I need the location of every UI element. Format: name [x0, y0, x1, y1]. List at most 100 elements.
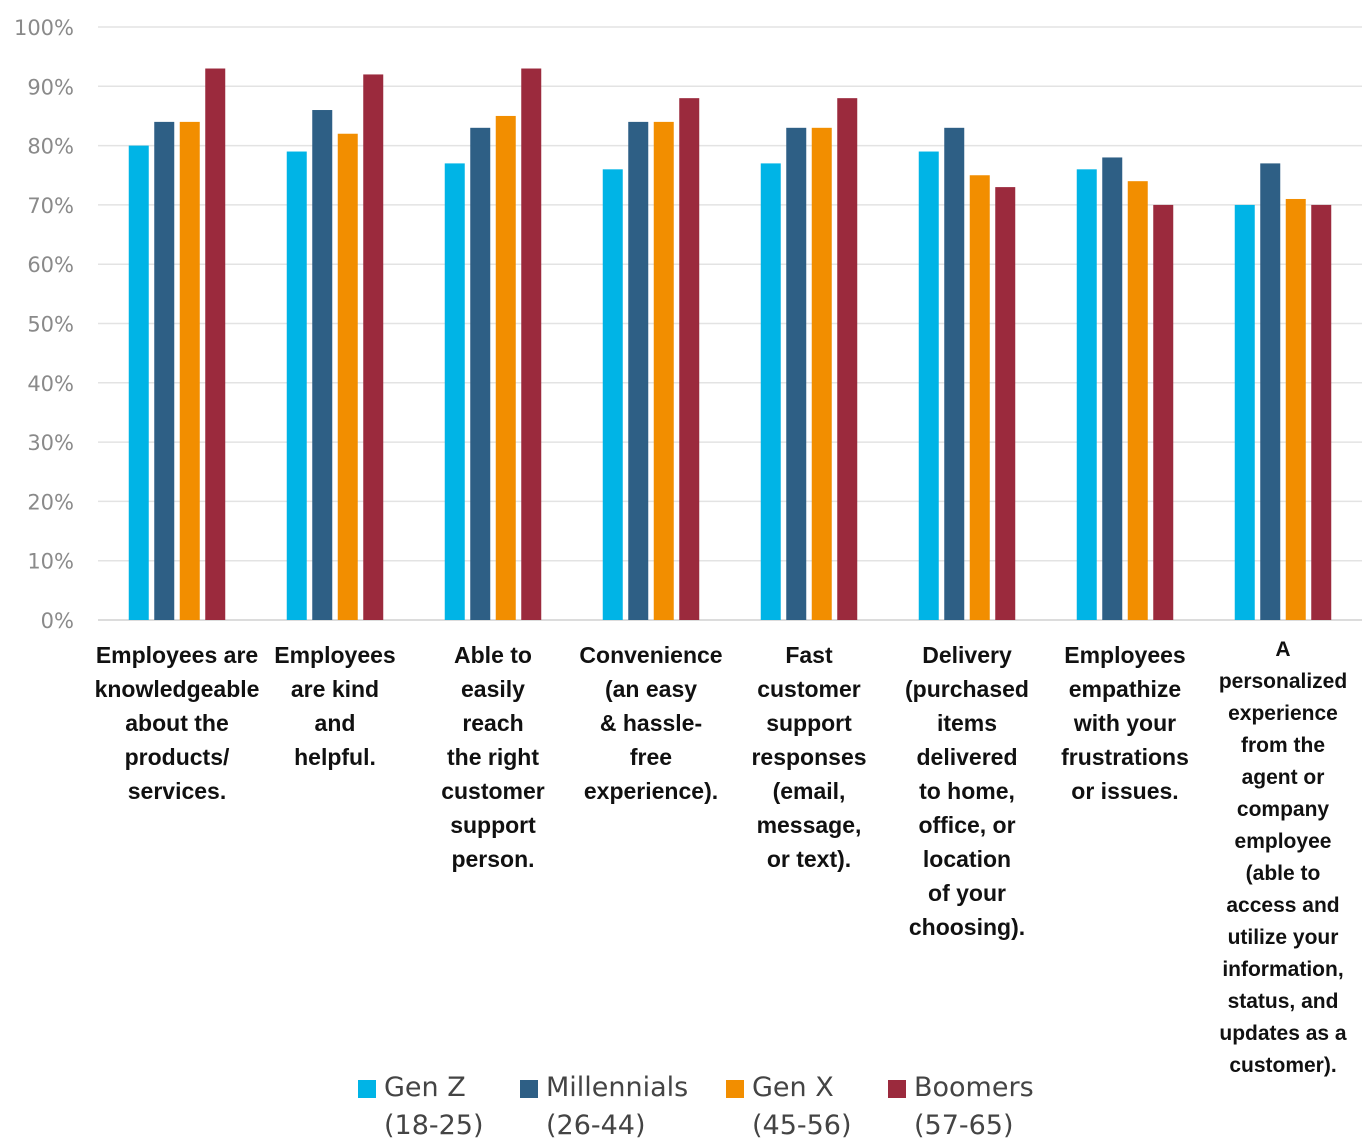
- x-category-label-line: Employees are: [95, 642, 259, 668]
- y-tick-label: 60%: [27, 253, 74, 277]
- legend-label-line: (18-25): [384, 1110, 484, 1141]
- bar: [128, 145, 149, 620]
- y-tick-label: 20%: [27, 490, 74, 514]
- legend-label-line: Boomers: [914, 1072, 1034, 1103]
- y-tick-label: 30%: [27, 431, 74, 455]
- bar: [995, 187, 1016, 621]
- x-category-label-line: information,: [1222, 958, 1344, 981]
- x-category-label: Convenience (an easy & hassle-free experien…: [566, 638, 736, 808]
- bar: [1234, 204, 1255, 620]
- legend-label: Boomers (57-65): [914, 1069, 1034, 1145]
- x-category-label-line: personalized: [1218, 670, 1348, 693]
- x-category-label-line: company: [1236, 798, 1330, 821]
- bar: [628, 121, 649, 620]
- legend-label-line: (45-56): [752, 1110, 852, 1141]
- legend-label: Gen X (45-56): [752, 1069, 852, 1145]
- bar: [154, 121, 175, 620]
- y-tick-label: 40%: [27, 372, 74, 396]
- x-category-label-line: message,: [756, 812, 862, 838]
- y-tick-label: 10%: [27, 550, 74, 574]
- legend-swatch: [726, 1080, 744, 1098]
- bar: [602, 169, 623, 620]
- bar: [918, 151, 939, 620]
- x-category-label-line: customer).: [1229, 1054, 1337, 1077]
- x-category-label-line: employee: [1234, 830, 1332, 853]
- legend-label-line: (57-65): [914, 1110, 1014, 1141]
- x-category-label-line: experience: [1228, 702, 1338, 725]
- x-category-label-line: customer: [441, 778, 545, 804]
- x-category-label-line: about the: [125, 710, 229, 736]
- x-category-label: Employees are knowledgeable about the produ…: [92, 638, 262, 808]
- x-category-label: Employees empathize with your frustrations o…: [1040, 638, 1210, 808]
- x-category-label-line: office, or: [918, 812, 1016, 838]
- x-category-label-line: the right: [447, 744, 539, 770]
- x-category-label-line: empathize: [1068, 676, 1182, 702]
- bar: [286, 151, 307, 620]
- legend-label-line: Millennials: [546, 1072, 689, 1103]
- bar: [495, 115, 516, 620]
- bar: [1260, 163, 1281, 620]
- x-category-label-line: easily: [461, 676, 525, 702]
- x-category-label-line: experience).: [583, 778, 719, 804]
- y-tick-label: 100%: [14, 16, 74, 40]
- x-category-label-line: and: [314, 710, 356, 736]
- x-category-label-line: (an easy: [604, 676, 698, 702]
- bar: [786, 127, 807, 620]
- x-category-label-line: support: [450, 812, 536, 838]
- x-category-label-line: services.: [127, 778, 227, 804]
- legend-label-line: Gen X: [752, 1072, 834, 1103]
- x-category-label-line: products/: [124, 744, 230, 770]
- bar: [470, 127, 491, 620]
- x-category-label-line: (purchased: [905, 676, 1029, 702]
- x-category-label-line: Fast: [785, 642, 833, 668]
- x-category-label-line: responses: [751, 744, 867, 770]
- legend-swatch: [520, 1080, 538, 1098]
- x-category-label-line: access and: [1226, 894, 1340, 917]
- bar: [337, 133, 358, 621]
- x-category-label-line: Delivery: [922, 642, 1012, 668]
- bar: [1285, 198, 1306, 620]
- legend-item: Millennials (26-44): [520, 1069, 688, 1145]
- x-category-label-line: & hassle-: [599, 710, 703, 736]
- x-category-label-line: updates as a: [1219, 1022, 1347, 1045]
- y-tick-label: 50%: [27, 313, 74, 337]
- x-category-label: Delivery (purchased items delivered to home,…: [882, 638, 1052, 944]
- y-tick-label: 70%: [27, 194, 74, 218]
- legend-item: Gen X (45-56): [726, 1069, 852, 1145]
- x-category-label-line: person.: [451, 846, 535, 872]
- x-category-label-line: choosing).: [908, 914, 1026, 940]
- x-category-label-line: utilize your: [1227, 926, 1339, 949]
- x-category-label-line: Employees: [1064, 642, 1186, 668]
- bar: [760, 163, 781, 620]
- legend-item: Gen Z (18-25): [358, 1069, 484, 1145]
- x-category-label-line: (email,: [772, 778, 846, 804]
- bar-chart-plot: 0% 10% 20% 30% 40% 50% 60% 70% 80% 90% 100%: [14, 16, 1362, 633]
- legend-item: Boomers (57-65): [888, 1069, 1034, 1145]
- bar: [1076, 169, 1097, 620]
- x-category-label-line: items: [936, 710, 998, 736]
- x-category-label-line: or text).: [766, 846, 852, 872]
- bar: [1311, 204, 1332, 620]
- x-category-label-line: status, and: [1227, 990, 1339, 1013]
- x-category-label-line: Employees: [274, 642, 396, 668]
- legend-label: Gen Z (18-25): [384, 1069, 484, 1145]
- x-category-label-line: or issues.: [1071, 778, 1179, 804]
- x-category-label-line: frustrations: [1061, 744, 1189, 770]
- x-category-label-line: with your: [1073, 710, 1177, 736]
- bar: [944, 127, 965, 620]
- x-category-label-line: customer: [757, 676, 861, 702]
- bar: [521, 68, 542, 620]
- y-tick-label: 90%: [27, 75, 74, 99]
- x-category-label-line: support: [766, 710, 852, 736]
- x-category-label: Employees are kind and helpful.: [250, 638, 420, 774]
- bar: [1102, 157, 1123, 620]
- x-category-label-line: location: [922, 846, 1012, 872]
- legend-label: Millennials (26-44): [546, 1069, 688, 1145]
- x-category-label-line: Convenience: [579, 642, 723, 668]
- bar: [811, 127, 832, 620]
- y-tick-label: 80%: [27, 135, 74, 159]
- legend-swatch: [888, 1080, 906, 1098]
- x-category-label-line: to home,: [919, 778, 1015, 804]
- bar: [363, 74, 384, 620]
